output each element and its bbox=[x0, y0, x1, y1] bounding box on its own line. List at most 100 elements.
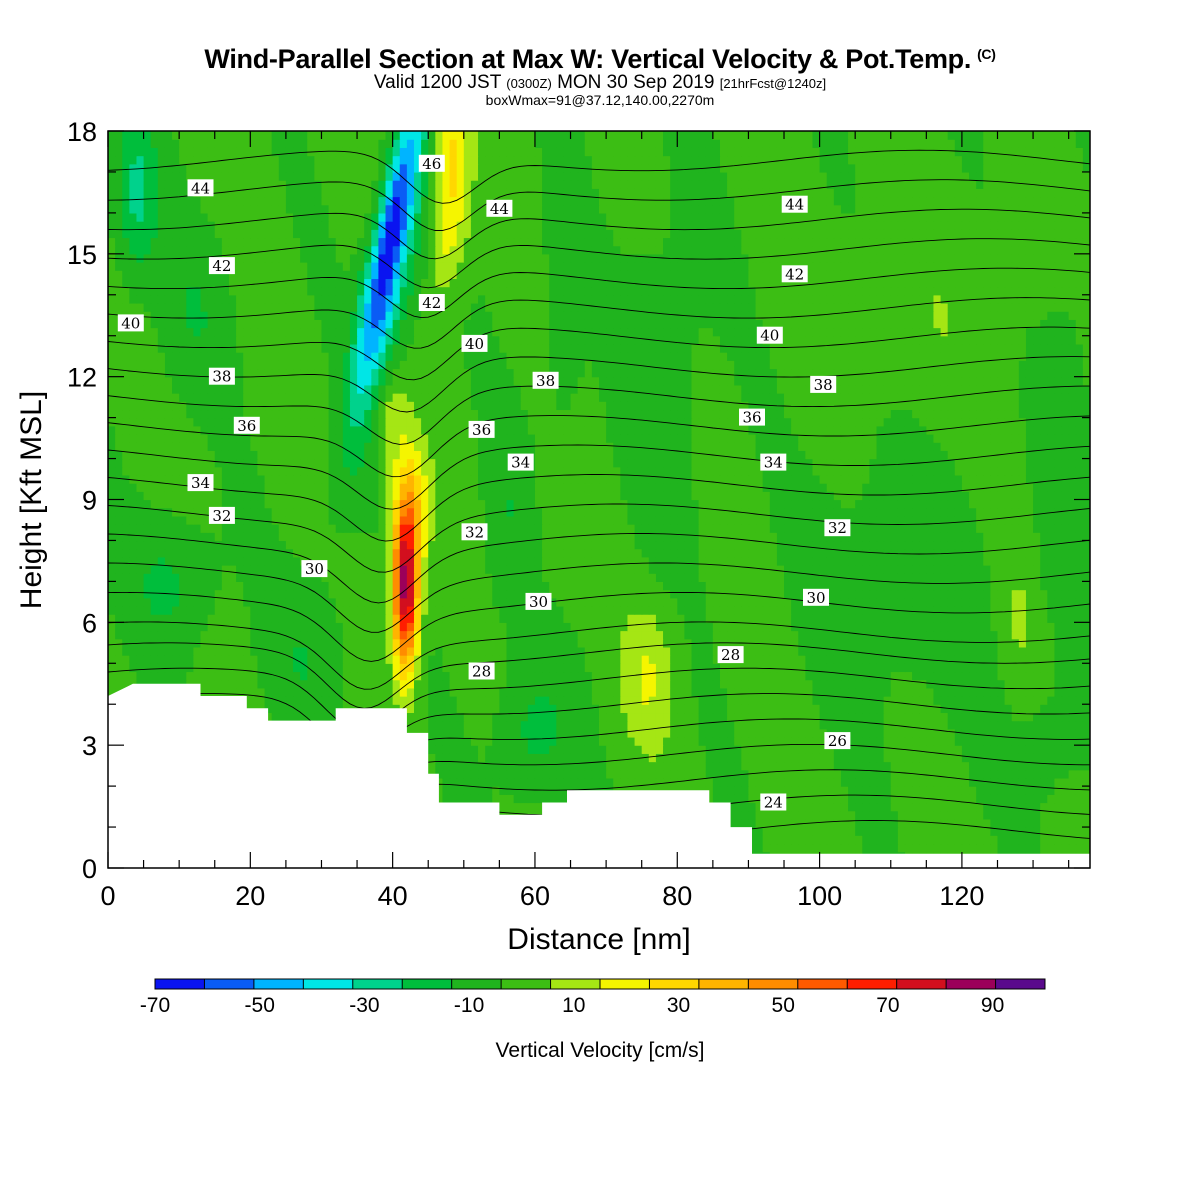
velocity-cell bbox=[221, 589, 230, 599]
velocity-cell bbox=[236, 605, 244, 615]
velocity-cell bbox=[890, 597, 899, 607]
velocity-cell bbox=[670, 646, 678, 656]
velocity-cell bbox=[591, 679, 600, 689]
velocity-cell bbox=[634, 581, 643, 591]
velocity-cell bbox=[428, 573, 436, 582]
velocity-cell bbox=[449, 614, 458, 623]
velocity-cell bbox=[648, 589, 657, 599]
velocity-cell bbox=[314, 687, 323, 697]
velocity-cell bbox=[542, 728, 550, 738]
velocity-cell bbox=[848, 671, 856, 681]
velocity-cell bbox=[691, 581, 700, 591]
velocity-cell bbox=[833, 589, 842, 599]
velocity-cell bbox=[691, 663, 700, 673]
velocity-cell bbox=[534, 745, 543, 754]
velocity-cell bbox=[150, 663, 159, 673]
velocity-cell bbox=[485, 581, 493, 591]
velocity-cell bbox=[705, 704, 714, 714]
velocity-cell bbox=[976, 614, 984, 623]
velocity-cell bbox=[108, 622, 116, 632]
velocity-cell bbox=[634, 663, 643, 673]
velocity-cell bbox=[542, 679, 550, 689]
velocity-cell bbox=[990, 843, 999, 853]
velocity-cell bbox=[776, 646, 785, 656]
velocity-cell bbox=[285, 671, 294, 681]
velocity-cell bbox=[883, 679, 892, 689]
velocity-cell bbox=[784, 777, 792, 787]
velocity-cell bbox=[506, 761, 515, 771]
velocity-cell bbox=[741, 802, 750, 812]
velocity-cell bbox=[115, 638, 123, 648]
velocity-cell bbox=[734, 605, 742, 615]
velocity-cell bbox=[961, 605, 970, 615]
velocity-cell bbox=[855, 753, 863, 763]
velocity-cell bbox=[1061, 761, 1070, 771]
velocity-cell bbox=[961, 597, 970, 607]
velocity-cell bbox=[499, 655, 508, 664]
velocity-cell bbox=[534, 614, 543, 623]
velocity-cell bbox=[570, 663, 579, 673]
velocity-cell bbox=[207, 605, 216, 615]
velocity-cell bbox=[1025, 818, 1034, 828]
velocity-cell bbox=[840, 614, 849, 623]
velocity-cell bbox=[727, 753, 735, 763]
velocity-cell bbox=[627, 720, 636, 730]
velocity-cell bbox=[534, 687, 543, 697]
velocity-cell bbox=[912, 630, 920, 640]
velocity-cell bbox=[940, 777, 949, 787]
velocity-cell bbox=[335, 679, 344, 689]
velocity-cell bbox=[1047, 827, 1056, 836]
velocity-cell bbox=[335, 614, 344, 623]
velocity-cell bbox=[214, 630, 223, 640]
velocity-cell bbox=[385, 597, 394, 607]
velocity-cell bbox=[449, 794, 458, 804]
velocity-cell bbox=[542, 671, 550, 681]
velocity-cell bbox=[577, 671, 586, 681]
velocity-cell bbox=[378, 646, 387, 656]
velocity-cell bbox=[236, 614, 244, 623]
velocity-cell bbox=[556, 761, 565, 771]
velocity-cell bbox=[108, 671, 116, 681]
velocity-cell bbox=[997, 696, 1006, 705]
velocity-cell bbox=[584, 630, 593, 640]
velocity-cell bbox=[449, 589, 458, 599]
velocity-cell bbox=[748, 769, 757, 779]
velocity-cell bbox=[655, 712, 664, 722]
velocity-cell bbox=[520, 777, 529, 787]
velocity-cell bbox=[997, 671, 1006, 681]
velocity-cell bbox=[1004, 810, 1013, 820]
velocity-cell bbox=[976, 605, 984, 615]
velocity-cell bbox=[798, 622, 806, 632]
velocity-cell bbox=[940, 679, 949, 689]
velocity-cell bbox=[442, 736, 451, 746]
velocity-cell bbox=[634, 696, 643, 705]
velocity-cell bbox=[677, 720, 685, 730]
velocity-cell bbox=[755, 728, 764, 738]
velocity-cell bbox=[556, 589, 565, 599]
velocity-cell bbox=[762, 786, 771, 795]
velocity-cell bbox=[883, 818, 892, 828]
velocity-cell bbox=[1040, 622, 1048, 632]
velocity-cell bbox=[243, 565, 251, 574]
velocity-cell bbox=[1061, 638, 1070, 648]
velocity-cell bbox=[449, 581, 458, 591]
velocity-cell bbox=[904, 679, 913, 689]
velocity-cell bbox=[940, 638, 949, 648]
velocity-cell bbox=[826, 712, 835, 722]
velocity-cell bbox=[862, 663, 871, 673]
velocity-cell bbox=[413, 720, 422, 730]
velocity-cell bbox=[478, 786, 486, 795]
velocity-cell bbox=[705, 736, 714, 746]
velocity-cell bbox=[556, 605, 565, 615]
velocity-cell bbox=[855, 605, 863, 615]
velocity-cell bbox=[108, 597, 116, 607]
velocity-cell bbox=[499, 704, 508, 714]
velocity-cell bbox=[335, 630, 344, 640]
velocity-cell bbox=[278, 638, 287, 648]
velocity-cell bbox=[250, 614, 259, 623]
velocity-cell bbox=[413, 712, 422, 722]
velocity-cell bbox=[1011, 605, 1020, 615]
velocity-cell bbox=[727, 720, 735, 730]
velocity-cell bbox=[634, 761, 643, 771]
velocity-cell bbox=[1018, 753, 1027, 763]
